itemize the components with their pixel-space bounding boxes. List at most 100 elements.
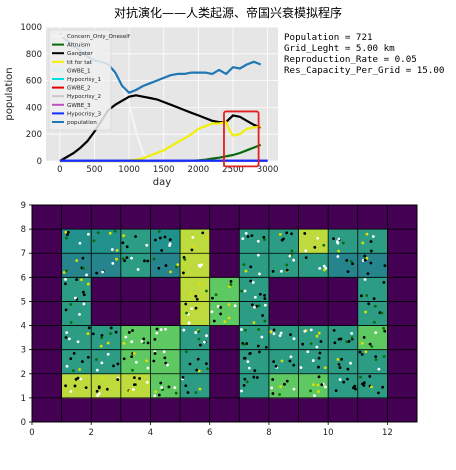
agent-dot xyxy=(223,320,227,324)
y-tick-label: 2 xyxy=(21,370,26,380)
agent-dot xyxy=(374,355,378,359)
agent-dot xyxy=(95,389,99,393)
agent-dot xyxy=(127,331,131,334)
agent-dot xyxy=(240,389,243,393)
agent-dot xyxy=(257,304,261,308)
grid-cell xyxy=(150,205,181,230)
agent-dot xyxy=(219,305,223,309)
agent-dot xyxy=(292,363,296,367)
grid-cell xyxy=(298,301,329,326)
agent-dot xyxy=(108,231,112,235)
agent-dot xyxy=(262,235,266,239)
agent-dot xyxy=(260,335,264,339)
agent-dot xyxy=(183,257,187,261)
agent-dot xyxy=(317,356,321,360)
agent-dot xyxy=(84,386,88,390)
agent-dot xyxy=(219,312,223,316)
agent-dot xyxy=(142,337,146,341)
agent-dot xyxy=(157,230,161,233)
agent-dot xyxy=(278,334,282,338)
agent-dot xyxy=(372,297,376,301)
agent-dot xyxy=(211,296,214,300)
agent-dot xyxy=(258,292,262,296)
agent-dot xyxy=(301,342,305,346)
agent-dot xyxy=(128,389,132,393)
grid-cell xyxy=(209,229,240,254)
agent-dot xyxy=(299,366,303,369)
grid-cell xyxy=(387,397,418,423)
agent-dot xyxy=(86,282,90,286)
agent-dot xyxy=(288,359,292,363)
agent-dot xyxy=(205,334,208,338)
grid-cell xyxy=(120,205,151,230)
grid-cell xyxy=(32,253,63,278)
agent-dot xyxy=(350,336,354,340)
agent-dot xyxy=(292,387,296,391)
grid-cell xyxy=(268,205,299,230)
agent-dot xyxy=(184,350,188,354)
agent-dot xyxy=(214,293,218,297)
agent-dot xyxy=(349,361,352,365)
agent-dot xyxy=(184,302,188,306)
agent-dot xyxy=(106,352,110,356)
agent-dot xyxy=(76,340,80,344)
agent-dot xyxy=(279,385,282,389)
agent-dot xyxy=(366,272,370,276)
agent-dot xyxy=(346,367,350,371)
agent-dot xyxy=(243,289,247,293)
agent-dot xyxy=(263,297,267,300)
y-tick-label: 1000 xyxy=(20,23,42,33)
agent-dot xyxy=(290,232,293,236)
grid-cell xyxy=(91,349,122,375)
agent-dot xyxy=(145,359,148,363)
y-tick-label: 200 xyxy=(26,130,42,140)
agent-dot xyxy=(383,329,387,333)
legend-entry-6: GWBE_2 xyxy=(67,86,91,92)
grid-cell xyxy=(387,229,418,254)
grid-cell xyxy=(32,325,63,351)
agent-dot xyxy=(125,256,129,260)
agent-dot xyxy=(241,237,245,241)
agent-dot xyxy=(64,308,68,312)
agent-dot xyxy=(364,350,368,354)
stat-grid-length: Grid_Leght = 5.00 km xyxy=(284,43,395,54)
legend-entry-5: Hypocrisy_1 xyxy=(67,77,101,83)
grid-cell xyxy=(91,325,122,351)
agent-dot xyxy=(359,294,363,298)
agent-dot xyxy=(97,386,101,390)
agent-dot xyxy=(205,236,209,240)
agent-dot xyxy=(339,337,343,341)
agent-dot xyxy=(306,350,310,354)
agent-dot xyxy=(69,321,73,324)
grid-cell xyxy=(120,397,151,423)
y-tick-label: 6 xyxy=(21,273,26,283)
stats-panel: Population = 721 Grid_Leght = 5.00 km Repr… xyxy=(284,32,444,76)
agent-dot xyxy=(190,307,194,311)
agent-dot xyxy=(75,259,79,262)
agent-dot xyxy=(312,383,315,387)
agent-dot xyxy=(69,357,73,361)
agent-dot xyxy=(194,306,198,310)
grid-cell xyxy=(387,325,418,351)
grid-cell xyxy=(120,229,151,254)
agent-dot xyxy=(290,249,294,253)
agent-dot xyxy=(116,362,120,366)
agent-dot xyxy=(255,304,259,308)
agent-dot xyxy=(383,264,387,268)
series-line-2 xyxy=(59,94,262,162)
grid-cell xyxy=(209,205,240,230)
agent-dot xyxy=(113,229,117,233)
agent-dot xyxy=(80,360,84,363)
grid-cell xyxy=(239,325,270,351)
agent-dot xyxy=(250,234,254,238)
grid-cell xyxy=(209,373,240,399)
agent-dot xyxy=(313,245,317,249)
grid-cell xyxy=(209,397,240,423)
agent-dot xyxy=(87,326,91,330)
grid-cell xyxy=(298,277,329,302)
agent-dot xyxy=(317,375,321,379)
agent-dot xyxy=(352,386,355,390)
agent-dot xyxy=(81,290,85,294)
agent-dot xyxy=(258,272,261,276)
agent-dot xyxy=(181,376,185,379)
